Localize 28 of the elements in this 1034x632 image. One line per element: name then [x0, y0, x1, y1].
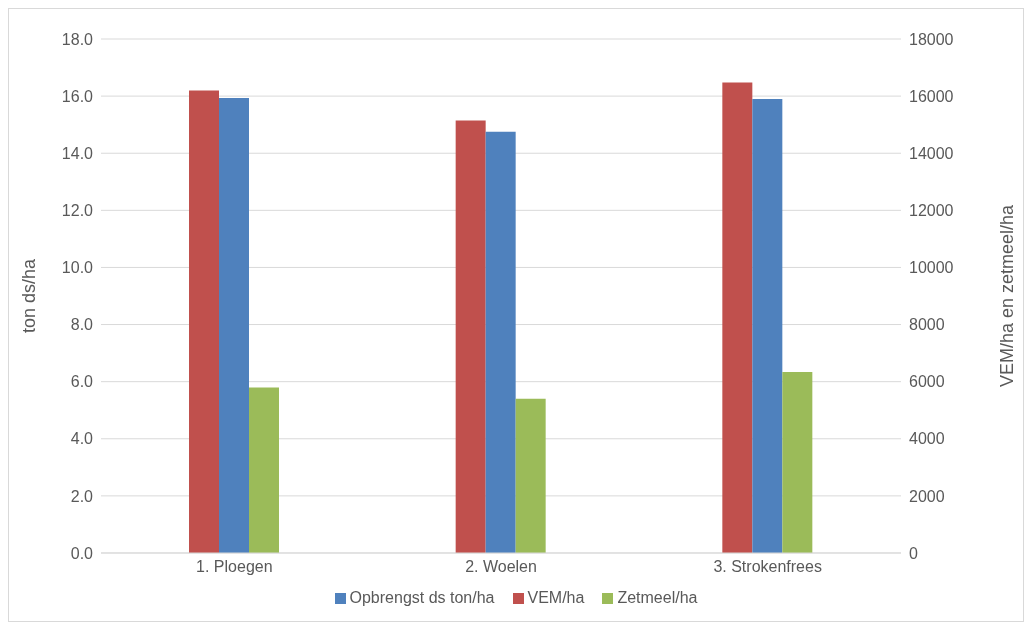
y2-tick-label: 8000: [909, 316, 945, 334]
y2-tick-label: 14000: [909, 144, 954, 162]
x-tick-label: 2. Woelen: [465, 558, 537, 576]
y-tick-label: 10.0: [61, 259, 94, 277]
x-tick-label: 1. Ploegen: [196, 558, 273, 576]
y-tick-label: 16.0: [61, 87, 94, 105]
y2-tick-label: 2000: [909, 487, 945, 505]
x-tick-label: 3. Strokenfrees: [713, 558, 822, 576]
y2-tick-label: 18000: [909, 30, 954, 48]
y2-tick-label: 4000: [909, 430, 945, 448]
y-tick-label: 2.0: [70, 487, 94, 505]
legend-label: Opbrengst ds ton/ha: [348, 589, 495, 607]
legend-label: Zetmeel/ha: [616, 589, 698, 607]
y2-tick-label: 0: [909, 544, 918, 562]
y2-tick-label: 6000: [909, 373, 945, 391]
y-tick-label: 12.0: [61, 202, 94, 220]
y-tick-label: 6.0: [70, 373, 94, 391]
y-tick-label: 0.0: [70, 544, 94, 562]
y-tick-label: 8.0: [70, 316, 94, 334]
y2-tick-label: 10000: [909, 259, 954, 277]
y-tick-label: 4.0: [70, 430, 94, 448]
y2-tick-label: 16000: [909, 87, 954, 105]
legend-label: VEM/ha: [526, 589, 585, 607]
y2-tick-label: 12000: [909, 202, 954, 220]
y-tick-label: 18.0: [61, 30, 94, 48]
y-axis-title: ton ds/ha: [19, 257, 40, 334]
y2-axis-title: VEM/ha en zetmeel/ha: [997, 203, 1018, 388]
y-tick-label: 14.0: [61, 144, 94, 162]
